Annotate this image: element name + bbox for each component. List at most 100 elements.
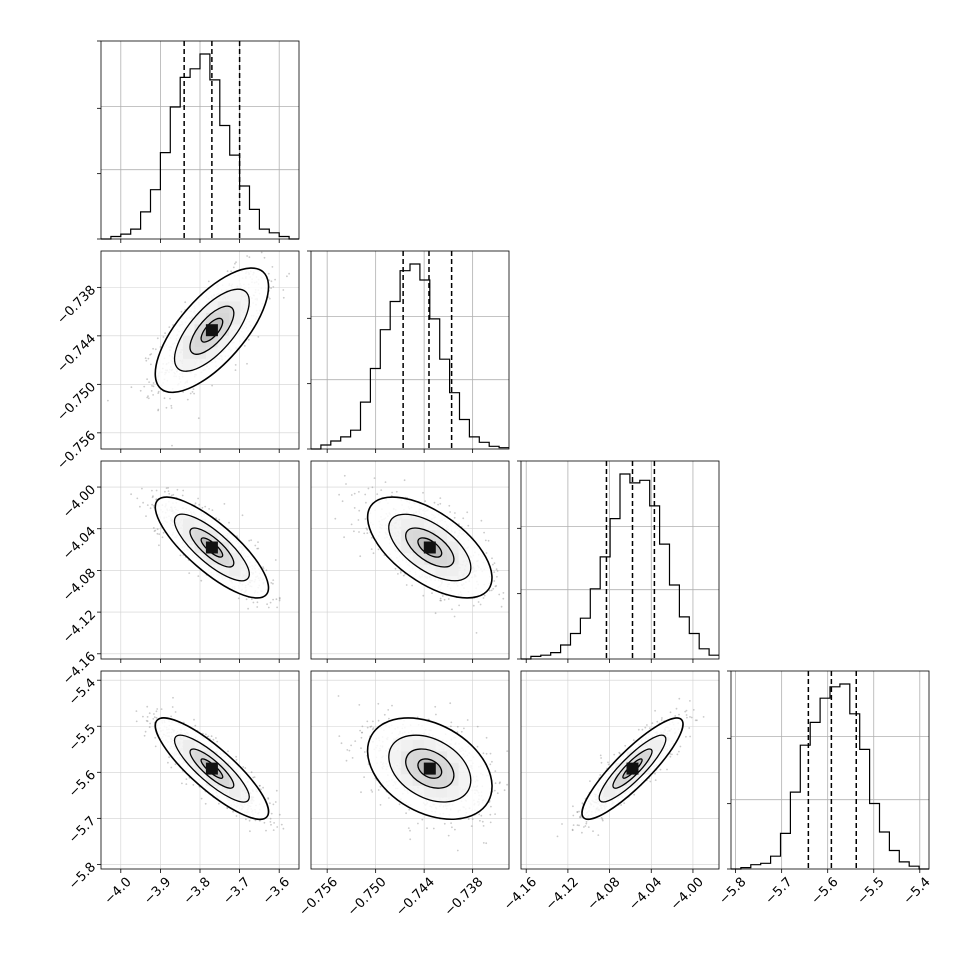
scatter-point	[249, 256, 251, 258]
scatter-point	[270, 582, 272, 584]
scatter-point	[354, 507, 356, 509]
hist-panel-0	[97, 41, 299, 243]
scatter-point	[380, 804, 382, 806]
scatter-point	[501, 606, 503, 608]
scatter-point	[448, 505, 450, 507]
scatter-point	[435, 612, 437, 614]
scatter-point	[451, 608, 453, 610]
scatter-point	[491, 557, 493, 559]
scatter-point	[275, 801, 277, 803]
scatter-point	[152, 348, 154, 350]
scatter-point	[169, 398, 171, 400]
scatter-point	[200, 580, 202, 582]
scatter-point	[235, 261, 237, 263]
scatter-point	[147, 720, 149, 722]
scatter-point	[227, 750, 229, 752]
scatter-point	[144, 735, 146, 737]
scatter-point	[195, 502, 197, 504]
scatter-point	[175, 711, 177, 713]
scatter-point	[271, 280, 273, 282]
scatter-point	[399, 803, 401, 805]
scatter-point	[440, 598, 442, 600]
scatter-point	[141, 488, 143, 490]
scatter-point	[155, 348, 157, 350]
scatter-point	[275, 559, 277, 561]
scatter-point	[367, 727, 369, 729]
scatter-point	[170, 716, 172, 718]
scatter-point	[424, 500, 426, 502]
scatter-point	[417, 823, 419, 825]
scatter-point	[197, 575, 199, 577]
density-peak	[424, 542, 436, 554]
scatter-point	[208, 281, 210, 283]
scatter-point	[180, 555, 182, 557]
scatter-point	[166, 407, 168, 409]
scatter-point	[279, 814, 281, 816]
scatter-point	[150, 353, 152, 355]
scatter-point	[163, 336, 165, 338]
scatter-point	[376, 493, 378, 495]
scatter-point	[261, 252, 263, 254]
scatter-point	[216, 741, 218, 743]
scatter-point	[406, 584, 408, 586]
scatter-point	[142, 502, 144, 504]
scatter-point	[272, 583, 274, 585]
scatter-point	[265, 830, 267, 832]
scatter-point	[371, 537, 373, 539]
scatter-point	[411, 585, 413, 587]
scatter-point	[486, 552, 488, 554]
joint-panel-2-0	[97, 461, 299, 663]
scatter-point	[155, 746, 157, 748]
scatter-point	[270, 818, 272, 820]
scatter-point	[271, 813, 273, 815]
scatter-point	[256, 548, 258, 550]
scatter-point	[384, 714, 386, 716]
scatter-point	[483, 842, 485, 844]
scatter-point	[476, 632, 478, 634]
scatter-point	[153, 385, 155, 387]
scatter-point	[449, 511, 451, 513]
scatter-point	[147, 716, 149, 718]
scatter-point	[262, 787, 264, 789]
scatter-point	[167, 762, 169, 764]
scatter-point	[391, 492, 393, 494]
scatter-point	[489, 764, 491, 766]
scatter-point	[442, 595, 444, 597]
scatter-point	[270, 824, 272, 826]
scatter-point	[149, 712, 151, 714]
scatter-point	[482, 821, 484, 823]
scatter-point	[164, 332, 166, 334]
scatter-point	[154, 530, 156, 532]
scatter-point	[146, 378, 148, 380]
scatter-point	[149, 726, 151, 728]
scatter-point	[273, 822, 275, 824]
scatter-point	[172, 697, 174, 699]
scatter-point	[373, 552, 375, 554]
panel-frame	[311, 251, 509, 449]
scatter-point	[454, 512, 456, 514]
scatter-point	[395, 568, 397, 570]
scatter-point	[171, 407, 173, 409]
scatter-point	[148, 381, 150, 383]
scatter-point	[458, 605, 460, 607]
scatter-point	[256, 606, 258, 608]
scatter-point	[338, 494, 340, 496]
scatter-point	[242, 766, 244, 768]
scatter-point	[368, 488, 370, 490]
scatter-point	[198, 417, 200, 419]
scatter-point	[236, 815, 238, 817]
scatter-point	[371, 548, 373, 550]
scatter-point	[252, 777, 254, 779]
joint-panel-3-1	[311, 671, 510, 873]
scatter-point	[485, 540, 487, 542]
scatter-point	[483, 825, 485, 827]
scatter-point	[279, 598, 281, 600]
scatter-point	[136, 721, 138, 723]
scatter-point	[380, 489, 382, 491]
scatter-point	[151, 490, 153, 492]
scatter-point	[163, 532, 165, 534]
scatter-point	[342, 500, 344, 502]
scatter-point	[400, 572, 402, 574]
